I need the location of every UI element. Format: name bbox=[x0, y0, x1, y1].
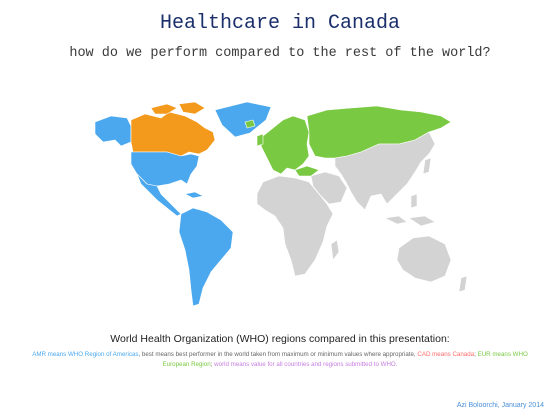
region-philippines bbox=[410, 193, 418, 209]
region-canada bbox=[130, 111, 216, 157]
region-australia bbox=[396, 235, 452, 283]
region-alaska bbox=[95, 115, 132, 147]
author-credit: Azi Boloorchi, January 2014 bbox=[456, 402, 544, 409]
legend-separator: ; bbox=[474, 351, 478, 358]
region-greenland bbox=[214, 101, 272, 138]
region-asia bbox=[334, 131, 436, 211]
region-uk bbox=[256, 133, 264, 147]
region-middle-east bbox=[310, 171, 348, 205]
region-iceland bbox=[244, 119, 256, 129]
slide-title: Healthcare in Canada bbox=[159, 12, 401, 35]
region-new-zealand bbox=[458, 275, 468, 293]
legend-amr: AMR means WHO Region of Americas bbox=[32, 351, 139, 358]
region-canada-arctic bbox=[150, 103, 178, 115]
world-map bbox=[95, 101, 468, 307]
region-japan bbox=[422, 157, 432, 175]
region-indonesia-2 bbox=[408, 215, 436, 227]
region-indonesia bbox=[384, 215, 408, 225]
legend-separator: ; bbox=[210, 361, 215, 368]
region-caribbean bbox=[184, 191, 204, 199]
legend-separator: , best means best performer in the world… bbox=[138, 351, 418, 358]
region-legend: AMR means WHO Region of Americas, best m… bbox=[24, 350, 536, 370]
region-turkey bbox=[294, 165, 320, 177]
legend-world: world means value for all countries and … bbox=[214, 361, 398, 368]
slide-subtitle: how do we perform compared to the rest o… bbox=[69, 46, 491, 61]
region-madagascar bbox=[330, 239, 340, 261]
legend-eur: EUR means WHO European Region bbox=[162, 351, 528, 368]
region-europe bbox=[260, 115, 310, 175]
map-caption: World Health Organization (WHO) regions … bbox=[110, 333, 450, 345]
legend-cad: CAD means Canada bbox=[417, 351, 475, 358]
region-canada-arctic-2 bbox=[178, 101, 206, 115]
region-africa bbox=[256, 175, 334, 277]
region-south-america bbox=[178, 207, 234, 307]
